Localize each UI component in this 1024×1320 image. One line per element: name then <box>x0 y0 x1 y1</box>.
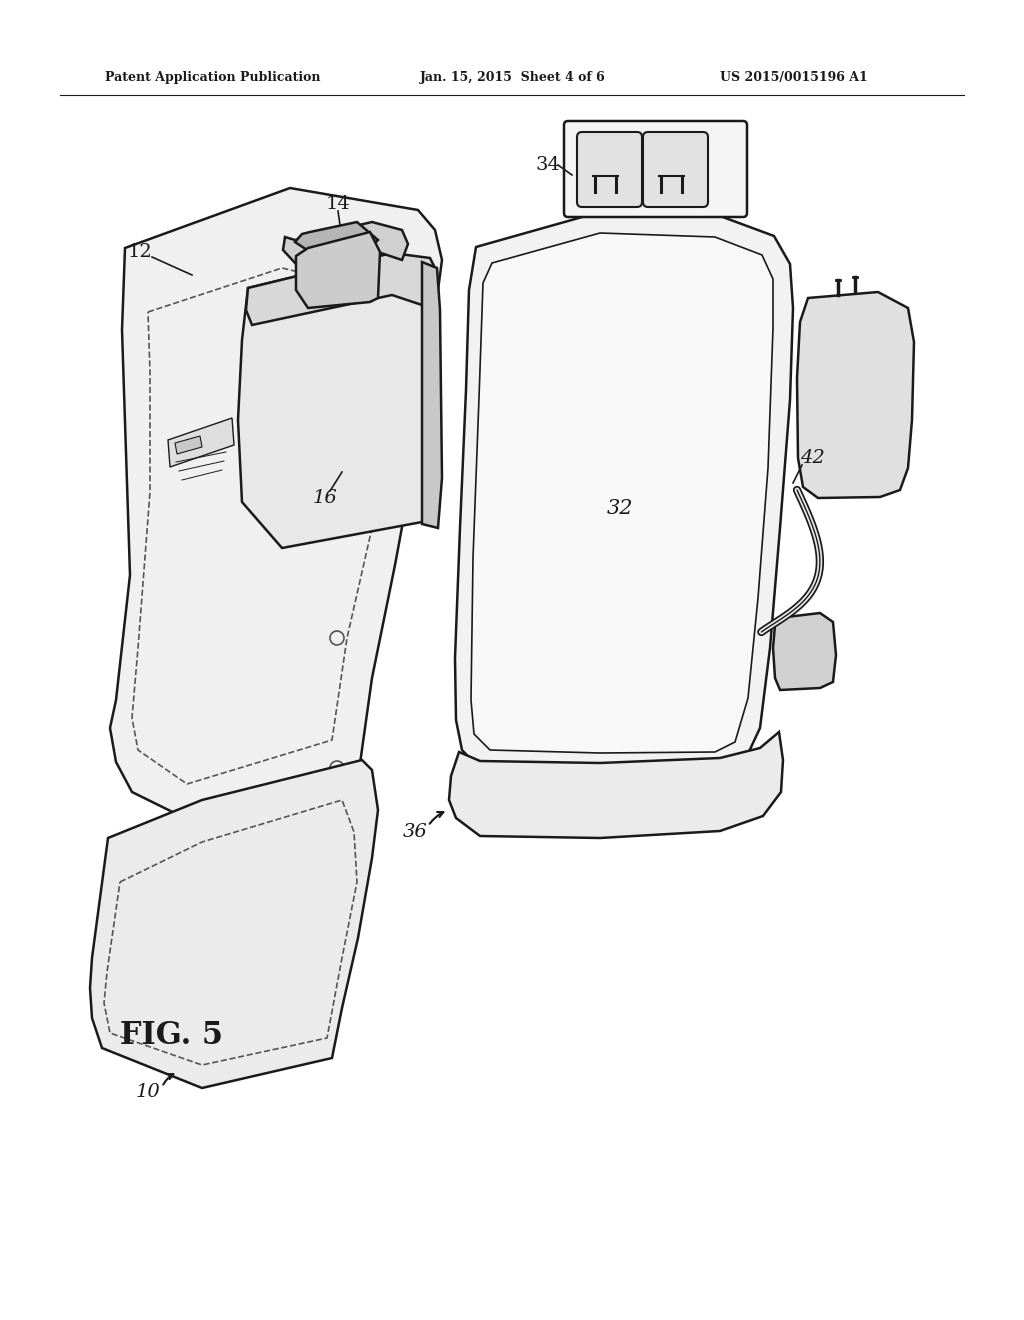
FancyBboxPatch shape <box>564 121 746 216</box>
Text: 14: 14 <box>326 195 350 213</box>
Polygon shape <box>283 222 408 265</box>
Text: Patent Application Publication: Patent Application Publication <box>105 71 321 84</box>
Polygon shape <box>246 253 437 325</box>
Text: 16: 16 <box>312 488 337 507</box>
Text: US 2015/0015196 A1: US 2015/0015196 A1 <box>720 71 867 84</box>
Text: 10: 10 <box>135 1082 161 1101</box>
Polygon shape <box>455 213 793 774</box>
Polygon shape <box>471 234 773 752</box>
Text: 36: 36 <box>402 822 427 841</box>
Polygon shape <box>175 436 202 454</box>
Polygon shape <box>422 261 442 528</box>
Text: 32: 32 <box>607 499 633 517</box>
Polygon shape <box>238 253 437 548</box>
Text: Jan. 15, 2015  Sheet 4 of 6: Jan. 15, 2015 Sheet 4 of 6 <box>420 71 606 84</box>
Text: FIG. 5: FIG. 5 <box>120 1019 223 1051</box>
FancyBboxPatch shape <box>643 132 708 207</box>
Text: 34: 34 <box>536 156 560 174</box>
Polygon shape <box>449 733 783 838</box>
Polygon shape <box>110 187 442 828</box>
Polygon shape <box>168 418 234 467</box>
Polygon shape <box>773 612 836 690</box>
Polygon shape <box>90 760 378 1088</box>
Text: 12: 12 <box>128 243 153 261</box>
FancyBboxPatch shape <box>577 132 642 207</box>
Text: 42: 42 <box>800 449 824 467</box>
Polygon shape <box>797 292 914 498</box>
Polygon shape <box>295 222 378 249</box>
Polygon shape <box>296 232 380 308</box>
